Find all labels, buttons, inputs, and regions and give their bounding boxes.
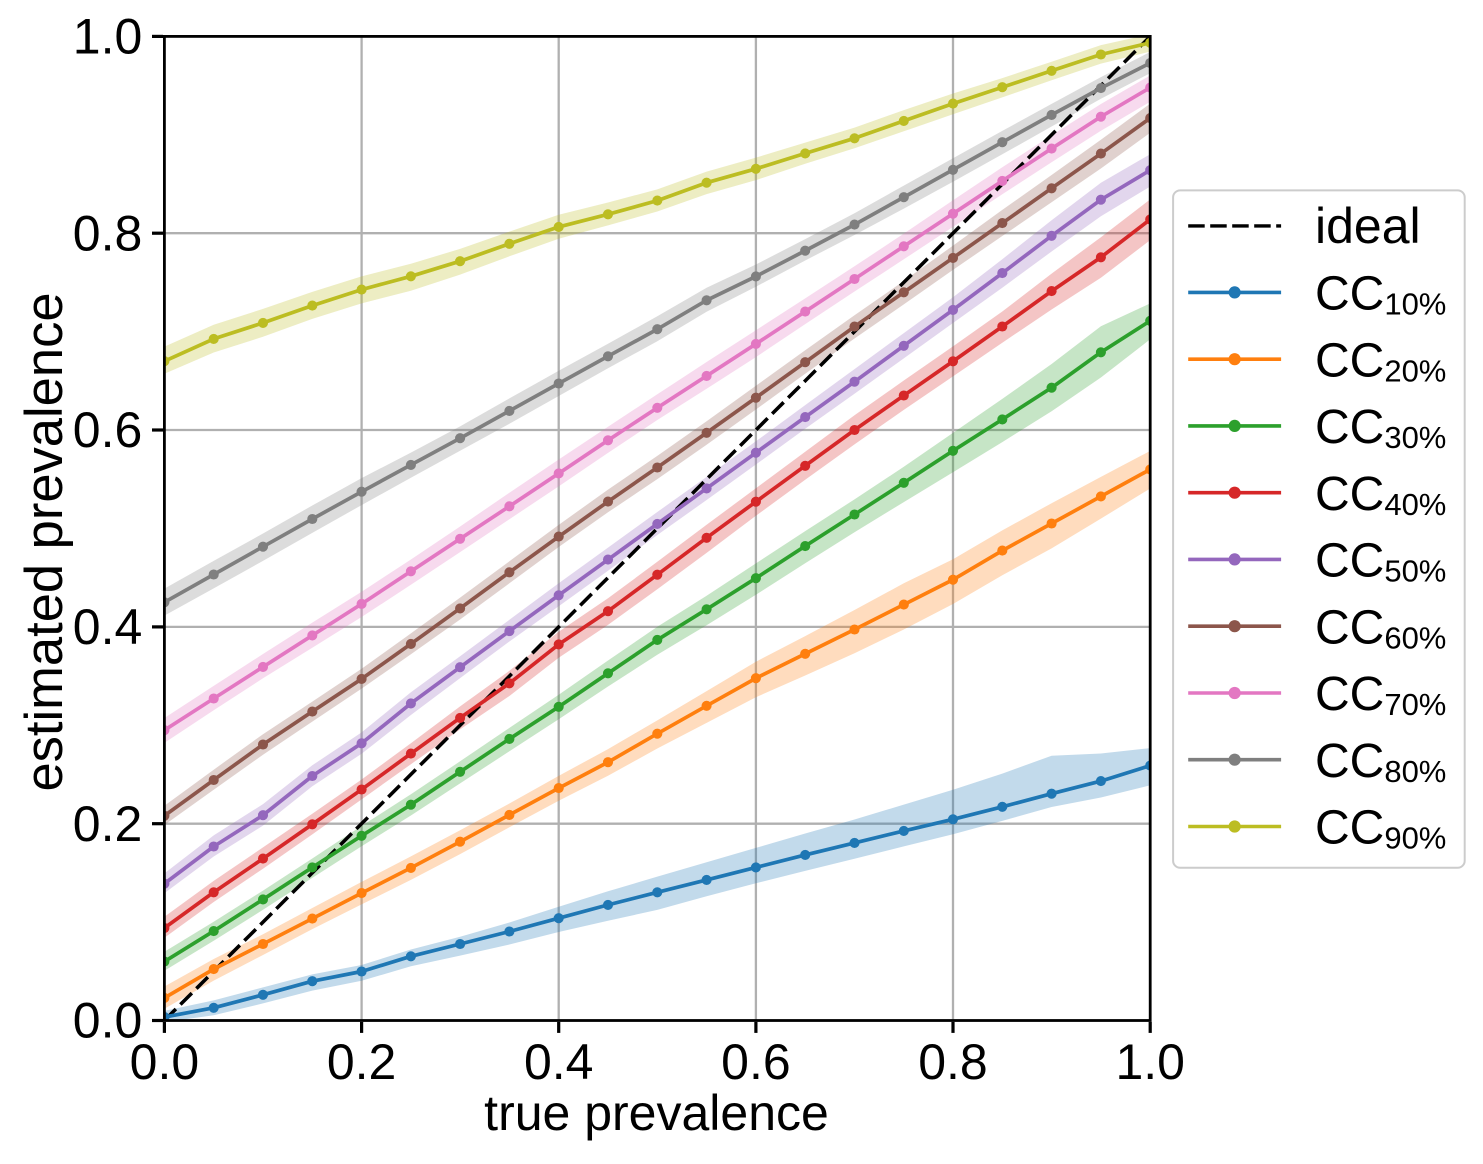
svg-text:0.0: 0.0: [73, 993, 143, 1049]
svg-text:CC50%: CC50%: [1315, 535, 1446, 589]
svg-text:0.8: 0.8: [918, 1034, 988, 1090]
svg-text:1.0: 1.0: [73, 9, 143, 65]
svg-text:0.4: 0.4: [73, 599, 143, 655]
svg-text:0.4: 0.4: [524, 1034, 594, 1090]
svg-text:0.0: 0.0: [130, 1034, 200, 1090]
svg-text:0.6: 0.6: [721, 1034, 791, 1090]
svg-text:CC30%: CC30%: [1315, 401, 1446, 455]
svg-text:1.0: 1.0: [1115, 1034, 1185, 1090]
svg-text:0.8: 0.8: [73, 205, 143, 261]
svg-text:0.2: 0.2: [327, 1034, 397, 1090]
svg-text:estimated prevalence: estimated prevalence: [15, 292, 74, 791]
svg-text:CC40%: CC40%: [1315, 468, 1446, 522]
svg-text:0.2: 0.2: [73, 796, 143, 852]
svg-text:ideal: ideal: [1315, 198, 1421, 254]
svg-text:0.6: 0.6: [73, 402, 143, 458]
svg-text:true prevalence: true prevalence: [484, 1085, 829, 1141]
svg-text:CC90%: CC90%: [1315, 802, 1446, 856]
